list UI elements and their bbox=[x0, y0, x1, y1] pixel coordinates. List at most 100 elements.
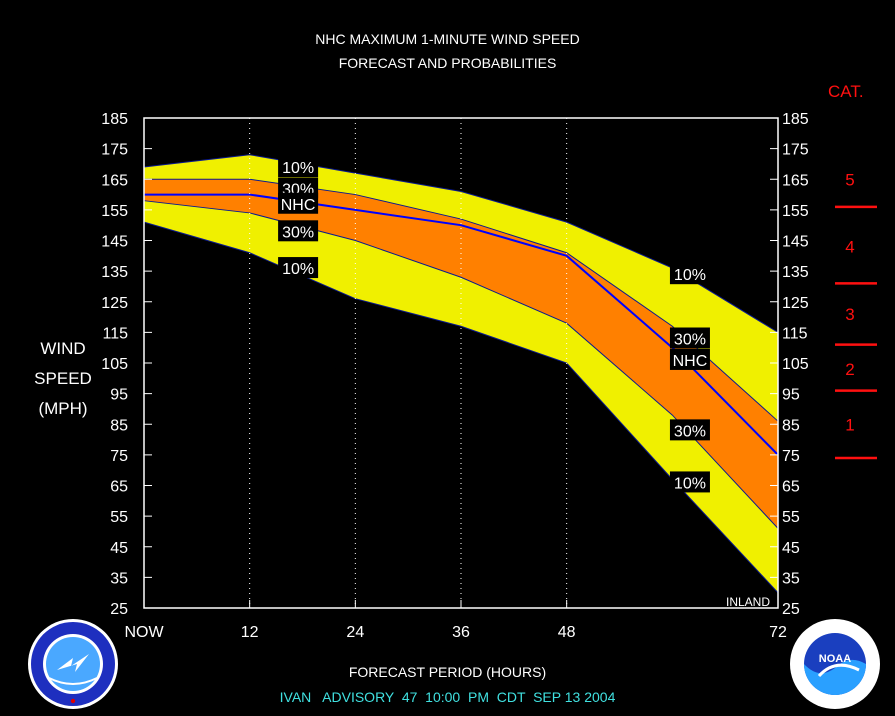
noaa-logo-text: NOAA bbox=[819, 653, 851, 665]
category-number: 3 bbox=[845, 305, 854, 324]
x-axis-ticks: NOW 12 24 36 48 72 bbox=[124, 600, 787, 641]
band-label-background bbox=[669, 471, 710, 493]
band-label: NHC bbox=[669, 348, 710, 370]
band-label: 30% bbox=[669, 327, 710, 349]
band-label: 30% bbox=[669, 419, 710, 441]
y-tick-label-left: 55 bbox=[110, 509, 128, 526]
band-label: 30% bbox=[278, 220, 319, 242]
band-label-text: 10% bbox=[282, 160, 314, 177]
y-tick-label-left: 115 bbox=[102, 325, 128, 342]
chart-title-line-2: FORECAST AND PROBABILITIES bbox=[338, 55, 557, 71]
y-axis-label-line-2: SPEED bbox=[34, 369, 92, 388]
band-label-background bbox=[278, 192, 319, 214]
band-label-background bbox=[278, 220, 319, 242]
y-axis-label-line-3: (MPH) bbox=[38, 399, 88, 418]
band-label-text: 30% bbox=[674, 332, 706, 349]
y-tick-label-right: 125 bbox=[782, 295, 809, 312]
advisory-date: SEP 13 2004 bbox=[533, 689, 616, 705]
series-line-p30-lower bbox=[143, 200, 779, 529]
category-scale: 1 2 3 4 5 bbox=[835, 170, 877, 460]
band-label-text: NHC bbox=[281, 197, 316, 214]
y-axis-ticks: 25 25 35 35 45 45 55 55 65 65 75 75 85 85 95 95 105 105 11… bbox=[101, 111, 809, 618]
y-tick-label-right: 145 bbox=[782, 234, 809, 251]
y-tick-label-right: 65 bbox=[782, 479, 800, 496]
advisory-zone: CDT bbox=[496, 689, 526, 705]
y-tick-label-left: 185 bbox=[101, 111, 128, 128]
band-label-background bbox=[669, 327, 710, 349]
y-axis-label-line-1: WIND bbox=[40, 339, 86, 358]
y-tick-label-left: 25 bbox=[110, 601, 128, 618]
band-label-text: NHC bbox=[673, 353, 708, 370]
band-label-background bbox=[669, 419, 710, 441]
band-label: 10% bbox=[278, 156, 319, 177]
category-number: 5 bbox=[845, 170, 854, 189]
x-tick-label: 36 bbox=[452, 624, 470, 641]
y-tick-label-right: 95 bbox=[782, 387, 800, 404]
category-number: 1 bbox=[845, 415, 854, 434]
band-label: 10% bbox=[669, 263, 710, 285]
y-tick-label-right: 45 bbox=[782, 540, 800, 557]
y-tick-label-left: 95 bbox=[110, 387, 128, 404]
advisory-time: 10:00 bbox=[425, 689, 461, 705]
band-label-text: 30% bbox=[674, 423, 706, 440]
band-label-background bbox=[278, 156, 319, 177]
band-label-background bbox=[669, 263, 710, 285]
advisory-number: 47 bbox=[401, 689, 418, 705]
y-tick-label-right: 75 bbox=[782, 448, 800, 465]
y-tick-label-right: 25 bbox=[782, 601, 800, 618]
y-tick-label-left: 145 bbox=[101, 234, 128, 251]
y-tick-label-left: 45 bbox=[110, 540, 128, 557]
band-30-percent bbox=[144, 179, 778, 529]
y-tick-label-right: 85 bbox=[782, 417, 800, 434]
x-tick-label: NOW bbox=[124, 624, 164, 641]
y-tick-label-right: 115 bbox=[782, 325, 808, 342]
series-line-p30-upper bbox=[144, 178, 779, 422]
y-tick-label-left: 35 bbox=[110, 570, 128, 587]
category-number: 4 bbox=[845, 238, 854, 257]
band-label-text: 10% bbox=[282, 261, 314, 278]
x-tick-label: 24 bbox=[346, 624, 364, 641]
y-tick-label-right: 165 bbox=[782, 172, 809, 189]
y-tick-label-right: 135 bbox=[782, 264, 809, 281]
band-label-background bbox=[669, 348, 710, 370]
chart-title-line-1: NHC MAXIMUM 1-MINUTE WIND SPEED bbox=[315, 31, 580, 47]
y-tick-label-right: 105 bbox=[782, 356, 809, 373]
category-number: 2 bbox=[845, 360, 854, 379]
y-tick-label-left: 165 bbox=[101, 172, 128, 189]
category-heading: CAT. bbox=[828, 82, 864, 101]
y-tick-label-left: 125 bbox=[101, 295, 128, 312]
y-tick-label-right: 185 bbox=[782, 111, 809, 128]
grid-lines bbox=[249, 118, 568, 608]
y-tick-label-left: 155 bbox=[101, 203, 128, 220]
noaa-logo-icon: NOAA bbox=[790, 619, 880, 709]
band-label-background bbox=[278, 257, 319, 279]
y-tick-label-right: 175 bbox=[782, 142, 809, 159]
advisory-label: ADVISORY bbox=[322, 689, 395, 705]
inland-annotation: INLAND bbox=[726, 595, 770, 609]
y-tick-label-left: 135 bbox=[101, 264, 128, 281]
storm-name: IVAN bbox=[279, 689, 312, 705]
band-label-text: 10% bbox=[674, 475, 706, 492]
band-label: NHC bbox=[278, 192, 319, 214]
advisory-ampm: PM bbox=[468, 689, 489, 705]
y-tick-label-right: 155 bbox=[782, 203, 809, 220]
band-label: 10% bbox=[669, 471, 710, 493]
y-tick-label-left: 85 bbox=[110, 417, 128, 434]
y-tick-label-left: 175 bbox=[101, 142, 128, 159]
x-tick-label: 48 bbox=[558, 624, 576, 641]
band-label-text: 30% bbox=[282, 224, 314, 241]
y-tick-label-right: 35 bbox=[782, 570, 800, 587]
y-tick-label-right: 55 bbox=[782, 509, 800, 526]
nws-logo-icon bbox=[28, 619, 118, 709]
band-label: 10% bbox=[278, 257, 319, 279]
x-tick-label: 72 bbox=[769, 624, 787, 641]
advisory-footer: IVAN ADVISORY 47 10:00 PM CDT SEP 13 200… bbox=[0, 689, 895, 705]
y-tick-label-left: 65 bbox=[110, 479, 128, 496]
y-tick-label-left: 75 bbox=[110, 448, 128, 465]
y-tick-label-left: 105 bbox=[101, 356, 128, 373]
band-label-text: 10% bbox=[674, 267, 706, 284]
x-axis-label: FORECAST PERIOD (HOURS) bbox=[348, 664, 547, 680]
x-tick-label: 12 bbox=[241, 624, 259, 641]
